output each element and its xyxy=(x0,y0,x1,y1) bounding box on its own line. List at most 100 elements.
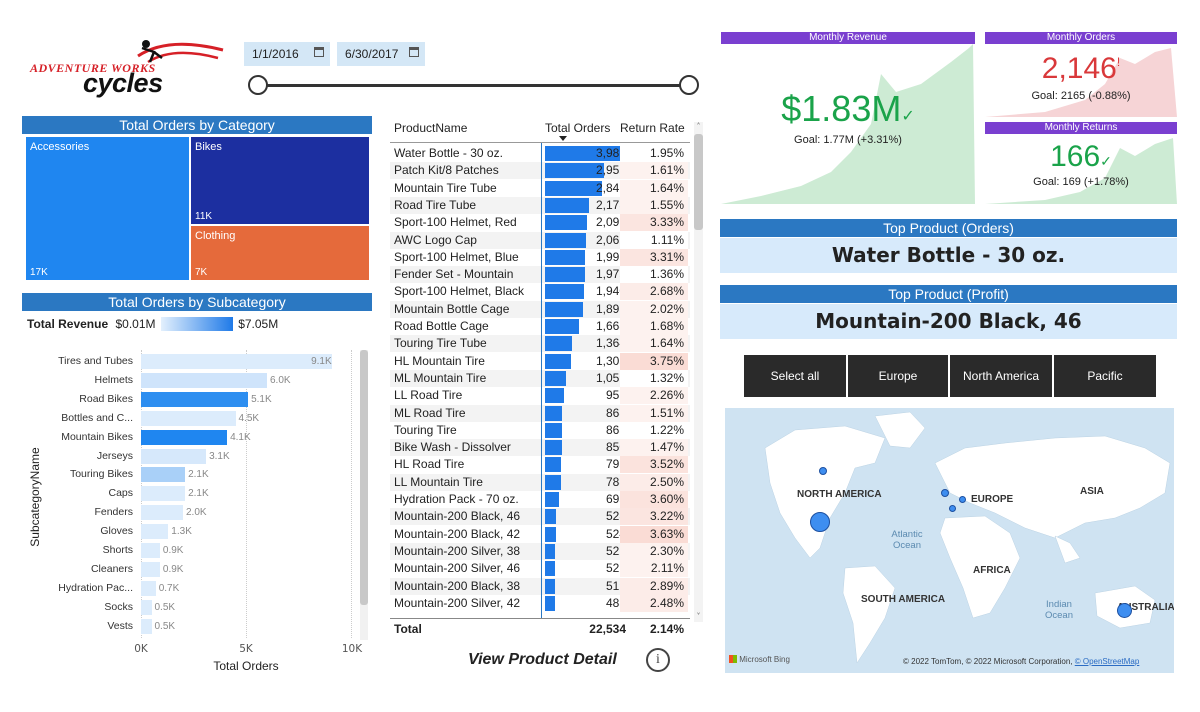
table-row[interactable]: LL Mountain Tire 788 2.50% xyxy=(390,473,690,491)
table-row[interactable]: Hydration Pack - 70 oz. 695 3.60% xyxy=(390,491,690,508)
bar-touring-bikes[interactable] xyxy=(141,467,186,483)
column-header-total-orders[interactable]: Total Orders xyxy=(545,121,611,135)
table-row[interactable]: ML Mountain Tire 1,059 1.32% xyxy=(390,369,690,387)
revenue-kpi-display: $1.83M✓ xyxy=(721,88,975,130)
bar-tires-and-tubes[interactable] xyxy=(141,354,333,369)
column-header-productname[interactable]: ProductName xyxy=(394,121,468,135)
column-header-return-rate[interactable]: Return Rate xyxy=(620,121,685,135)
calendar-icon[interactable] xyxy=(409,47,419,57)
bar-value-label: 0.5K xyxy=(154,620,176,632)
orders-databar xyxy=(545,301,584,317)
return-rate-cell: 2.11% xyxy=(620,560,688,578)
region-button-pacific[interactable]: Pacific xyxy=(1054,355,1156,397)
view-product-detail-button[interactable]: View Product Detail i xyxy=(468,648,678,676)
orders-databar xyxy=(545,249,586,265)
table-row[interactable]: LL Road Tire 957 2.26% xyxy=(390,387,690,405)
bar-shorts[interactable] xyxy=(141,543,160,558)
table-row[interactable]: Mountain-200 Silver, 42 483 2.48% xyxy=(390,594,690,612)
orders-databar xyxy=(545,319,579,334)
table-row[interactable]: Water Bottle - 30 oz. 3,983 1.95% xyxy=(390,145,690,162)
bar-jerseys[interactable] xyxy=(141,448,207,464)
total-orders-cell: 957 xyxy=(605,388,626,403)
treemap-tile-accessories[interactable]: Accessories 17K xyxy=(26,137,189,280)
map-bubble-germany[interactable] xyxy=(959,496,966,503)
date-slider-track[interactable] xyxy=(258,84,688,87)
tile-value: 7K xyxy=(195,267,208,278)
region-button-north-america[interactable]: North America xyxy=(950,355,1052,397)
table-row[interactable]: AWC Logo Cap 2,062 1.11% xyxy=(390,231,690,249)
table-row[interactable]: Mountain-200 Black, 46 528 3.22% xyxy=(390,508,690,526)
copyright-text: © 2022 TomTom, © 2022 Microsoft Corporat… xyxy=(903,657,1073,666)
info-icon[interactable]: i xyxy=(646,648,670,672)
date-slider-start-handle[interactable] xyxy=(248,75,268,95)
table-row[interactable]: Patch Kit/8 Patches 2,952 1.61% xyxy=(390,162,690,180)
table-row[interactable]: ML Road Tire 868 1.51% xyxy=(390,404,690,422)
table-row[interactable]: Bike Wash - Dissolver 850 1.47% xyxy=(390,439,690,457)
bar-value-label: 1.3K xyxy=(171,526,192,538)
table-row[interactable]: HL Road Tire 795 3.52% xyxy=(390,456,690,474)
bar-cleaners[interactable] xyxy=(141,561,160,577)
orders-kpi-card: 2,146! Goal: 2165 (-0.88%) xyxy=(985,44,1177,117)
table-row[interactable]: Sport-100 Helmet, Black 1,940 2.68% xyxy=(390,283,690,301)
bike-logo-icon xyxy=(137,40,224,64)
total-orders-cell: 1,940 xyxy=(595,284,626,299)
table-row[interactable]: Touring Tire Tube 1,364 1.64% xyxy=(390,335,690,353)
table-row[interactable]: Fender Set - Mountain 1,975 1.36% xyxy=(390,266,690,284)
bar-bottles-and-c[interactable] xyxy=(141,410,236,426)
bar-mountain-bikes[interactable] xyxy=(141,429,228,445)
region-button-europe[interactable]: Europe xyxy=(848,355,948,397)
scroll-up-icon[interactable]: ˄ xyxy=(696,122,701,131)
table-row[interactable]: HL Mountain Tire 1,305 3.75% xyxy=(390,352,690,370)
bar-socks[interactable] xyxy=(141,599,152,615)
table-row[interactable]: Mountain Tire Tube 2,846 1.64% xyxy=(390,179,690,197)
region-button-select-all[interactable]: Select all xyxy=(744,355,846,397)
bar-value-label: 2.1K xyxy=(188,488,209,500)
table-row[interactable]: Mountain-200 Black, 38 519 2.89% xyxy=(390,577,690,595)
table-row[interactable]: Road Bottle Cage 1,668 1.68% xyxy=(390,318,690,335)
treemap-tile-bikes[interactable]: Bikes 11K xyxy=(191,137,369,224)
calendar-icon[interactable] xyxy=(314,47,324,57)
map-bubble-france[interactable] xyxy=(949,505,956,512)
sort-desc-icon[interactable] xyxy=(559,136,567,141)
x-tick: 0K xyxy=(134,643,148,655)
table-row[interactable]: Mountain-200 Silver, 38 522 2.30% xyxy=(390,542,690,560)
bar-vests[interactable] xyxy=(141,618,152,634)
table-row[interactable]: Road Tire Tube 2,173 1.55% xyxy=(390,196,690,214)
returns-kpi-card: 166✓ Goal: 169 (+1.78%) xyxy=(985,134,1177,204)
product-name-cell: Mountain-200 Silver, 42 xyxy=(394,595,521,610)
table-row[interactable]: Sport-100 Helmet, Blue 1,995 3.31% xyxy=(390,248,690,266)
product-name-cell: Sport-100 Helmet, Red xyxy=(394,215,517,230)
category-chart-title: Total Orders by Category xyxy=(22,116,372,134)
bar-hydration-pac[interactable] xyxy=(141,580,156,596)
map-bubble-uk[interactable] xyxy=(941,489,949,497)
map-bubble-canada[interactable] xyxy=(819,467,827,475)
table-row[interactable]: Mountain Bottle Cage 1,896 2.02% xyxy=(390,300,690,318)
table-row[interactable]: Mountain-200 Silver, 46 521 2.11% xyxy=(390,560,690,578)
table-row[interactable]: Sport-100 Helmet, Red 2,099 3.33% xyxy=(390,214,690,232)
osm-link[interactable]: © OpenStreetMap xyxy=(1074,657,1140,666)
bar-road-bikes[interactable] xyxy=(141,391,249,407)
top-orders-title: Top Product (Orders) xyxy=(720,219,1177,237)
date-slider-end-handle[interactable] xyxy=(679,75,699,95)
bar-value-label: 5.1K xyxy=(251,393,272,405)
total-orders-cell: 795 xyxy=(605,457,626,472)
map-bubble-usa[interactable] xyxy=(810,512,830,532)
orders-kpi-value: 2,146 xyxy=(1041,52,1117,85)
table-scrollbar[interactable]: ˄ ˅ xyxy=(694,122,703,622)
treemap-tile-clothing[interactable]: Clothing 7K xyxy=(191,226,369,280)
scroll-down-icon[interactable]: ˅ xyxy=(696,612,701,621)
bar-gloves[interactable] xyxy=(141,524,169,540)
bar-caps[interactable] xyxy=(141,486,186,502)
map-bubble-australia[interactable] xyxy=(1117,603,1132,618)
table-row[interactable]: Mountain-200 Black, 42 524 3.63% xyxy=(390,525,690,543)
bar-value-label: 9.1K xyxy=(311,356,332,367)
bar-category-label: Vests xyxy=(107,619,133,632)
start-date-input[interactable]: 1/1/2016 xyxy=(244,42,330,66)
bar-fenders[interactable] xyxy=(141,505,183,521)
end-date-input[interactable]: 6/30/2017 xyxy=(337,42,425,66)
revenue-goal: Goal: 1.77M (+3.31%) xyxy=(794,134,902,146)
bar-helmets[interactable] xyxy=(141,372,267,388)
table-row[interactable]: Touring Tire 863 1.22% xyxy=(390,421,690,439)
sales-map[interactable]: NORTH AMERICA EUROPE ASIA AFRICA SOUTH A… xyxy=(725,408,1174,673)
chart-scrollbar[interactable] xyxy=(360,350,368,640)
